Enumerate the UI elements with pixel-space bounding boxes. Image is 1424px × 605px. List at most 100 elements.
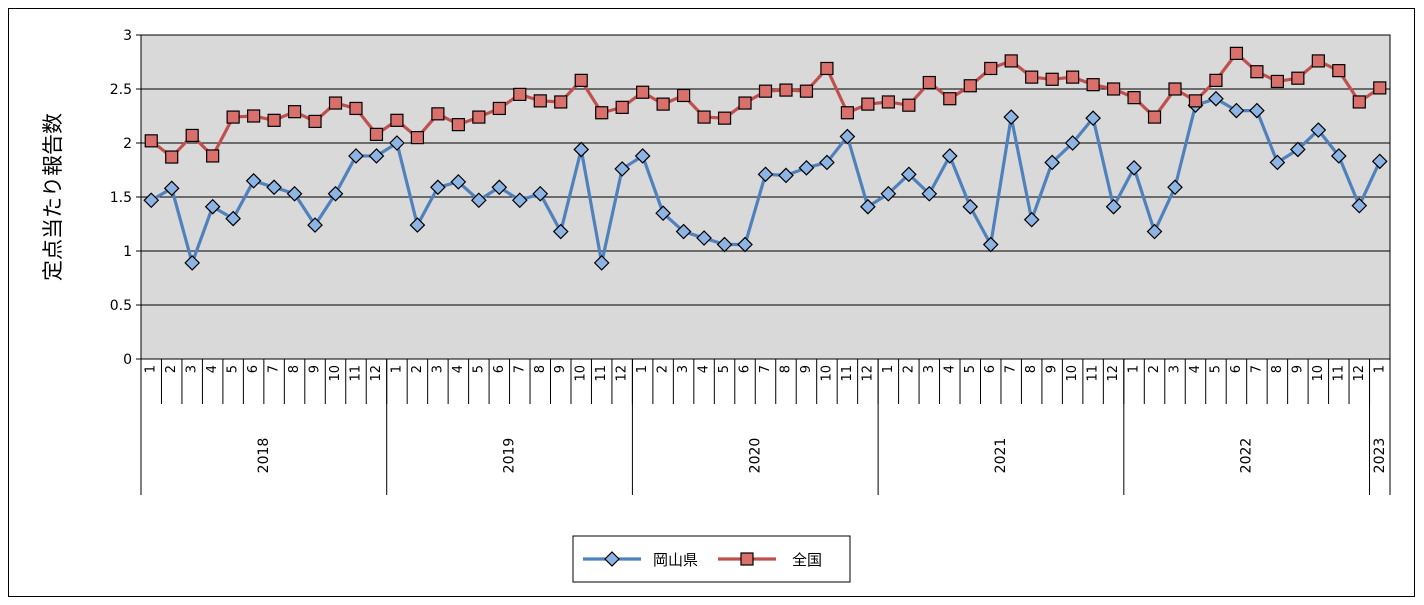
data-point	[614, 161, 631, 177]
data-point	[1208, 90, 1224, 107]
data-point	[472, 110, 486, 124]
month-tick-label: 11	[840, 365, 855, 382]
month-tick-label: 10	[1065, 365, 1080, 382]
month-tick-label: 12	[1352, 365, 1367, 382]
series-layer	[143, 46, 1388, 271]
month-tick-label: 6	[983, 365, 998, 373]
data-point	[921, 185, 938, 202]
month-tick-label: 5	[717, 365, 732, 373]
month-tick-label: 8	[533, 365, 548, 373]
data-point	[511, 192, 528, 209]
data-point	[757, 166, 774, 183]
data-point	[368, 148, 385, 164]
data-point	[1269, 154, 1286, 171]
data-point	[839, 128, 856, 145]
month-tick-label: 2	[901, 365, 916, 373]
data-point	[595, 106, 609, 120]
year-tick-label: 2022	[1239, 438, 1255, 474]
data-point	[1146, 223, 1163, 240]
data-point	[430, 179, 446, 196]
data-point	[880, 185, 897, 202]
data-point	[1352, 95, 1366, 109]
month-tick-label: 1	[1372, 365, 1387, 373]
data-point	[1023, 211, 1040, 228]
data-point	[1025, 70, 1039, 84]
data-point	[226, 110, 240, 124]
data-point	[1373, 81, 1387, 95]
month-tick-label: 9	[308, 365, 323, 373]
data-point	[697, 110, 711, 124]
data-point	[1290, 141, 1306, 158]
y-tick-label: 0.5	[110, 298, 132, 314]
data-point	[470, 192, 487, 209]
month-tick-label: 6	[1229, 365, 1244, 373]
data-point	[758, 84, 773, 98]
month-tick-label: 5	[226, 365, 241, 373]
month-tick-label: 10	[1311, 365, 1326, 382]
data-point	[798, 159, 815, 176]
data-point	[225, 210, 241, 227]
month-tick-label: 1	[635, 365, 650, 373]
data-point	[962, 198, 979, 215]
month-tick-label: 1	[881, 365, 896, 373]
month-tick-label: 2	[656, 365, 671, 373]
month-tick-label: 5	[963, 365, 978, 373]
data-point	[636, 85, 650, 99]
month-tick-label: 8	[287, 365, 302, 373]
data-point	[656, 97, 670, 111]
month-tick-label: 9	[799, 365, 814, 373]
month-tick-label: 7	[267, 365, 282, 373]
data-point	[247, 109, 261, 123]
data-point	[491, 179, 508, 196]
data-point	[1332, 64, 1346, 78]
data-point	[410, 131, 425, 145]
data-point	[349, 101, 363, 116]
data-point	[634, 148, 651, 164]
legend: 岡山県 全国	[572, 535, 851, 583]
legend-marker	[740, 552, 754, 566]
month-tick-label: 5	[471, 365, 486, 373]
legend-label: 岡山県	[653, 551, 698, 569]
month-tick-label: 3	[1168, 365, 1183, 373]
data-point	[492, 101, 506, 116]
data-point	[1270, 74, 1284, 89]
data-point	[184, 255, 201, 271]
data-point	[165, 150, 179, 164]
y-tick-label: 1	[123, 244, 132, 260]
data-point	[143, 192, 160, 209]
month-tick-label: 5	[1208, 365, 1223, 373]
data-point	[1147, 110, 1162, 124]
data-point	[779, 83, 793, 97]
data-point	[287, 105, 302, 119]
data-point	[675, 223, 692, 240]
data-point	[267, 113, 281, 127]
month-tick-label: 3	[430, 365, 445, 373]
month-tick-label: 2	[410, 365, 425, 373]
data-point	[902, 98, 916, 112]
month-tick-label: 2	[164, 365, 179, 373]
data-point	[1311, 54, 1325, 68]
month-tick-label: 7	[1004, 365, 1019, 373]
month-tick-label: 12	[369, 365, 384, 382]
data-point	[1003, 109, 1020, 125]
data-point	[1105, 198, 1122, 215]
month-tick-label: 4	[1188, 365, 1203, 373]
data-point	[1045, 72, 1059, 86]
legend-entry: 岡山県	[583, 551, 698, 569]
x-axis: 1 2 3 4 5 6 7 8 9 10 11 12 1 2 3 4 5 6 7 8 9 10 11 12 1 2 3 4 5 6 7 8 9 1…	[140, 359, 1391, 495]
data-point	[574, 73, 588, 87]
month-tick-label: 4	[451, 365, 466, 373]
month-tick-label: 9	[1290, 365, 1305, 373]
data-point	[819, 154, 835, 171]
month-tick-label: 12	[615, 365, 630, 382]
data-point	[738, 96, 752, 110]
year-tick-label: 2018	[256, 438, 272, 474]
month-tick-label: 4	[697, 365, 712, 373]
month-tick-label: 8	[1024, 365, 1039, 373]
data-point	[409, 217, 426, 233]
year-tick-label: 2021	[993, 438, 1009, 474]
data-point	[676, 88, 691, 103]
gridlines	[141, 34, 1390, 360]
data-point	[1004, 54, 1018, 68]
data-point	[286, 185, 303, 202]
